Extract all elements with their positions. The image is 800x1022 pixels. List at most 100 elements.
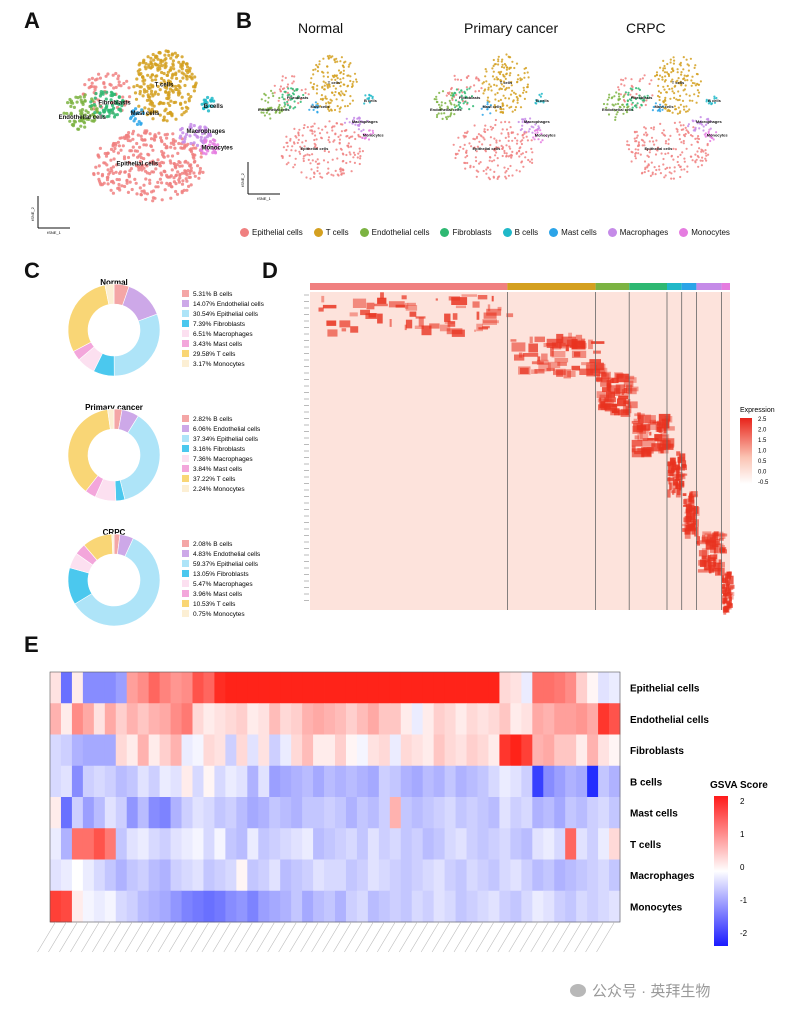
tsne-point [355, 121, 358, 124]
gsva-cell [148, 859, 161, 892]
gsva-cell [565, 859, 577, 892]
tsne-point [370, 94, 373, 97]
tsne-point [110, 169, 114, 173]
tsne-point [158, 88, 162, 92]
tsne-point [126, 133, 130, 138]
donut-legend-swatch [182, 310, 189, 317]
tsne-point [281, 156, 284, 159]
tsne-point [151, 148, 155, 152]
tsne-point [440, 101, 443, 104]
tsne-point [460, 78, 463, 82]
gsva-cell [159, 672, 171, 704]
heatmap-cell [689, 517, 692, 523]
tsne-point [461, 98, 464, 101]
gsva-cell [269, 734, 281, 767]
tsne-point [507, 133, 510, 136]
donut-legend-label: 10.53% T cells [193, 601, 236, 608]
tsne-point [623, 105, 626, 108]
gsva-cell [554, 765, 566, 798]
heatmap-cell [452, 313, 458, 320]
tsne-point [712, 138, 715, 141]
tsne-point [169, 174, 173, 178]
heatmap-cell [721, 561, 725, 568]
gsva-cell [455, 828, 467, 860]
tsne-title-normal: Normal [298, 20, 344, 36]
tsne-point [162, 71, 166, 76]
gsva-cell [565, 734, 577, 767]
tsne-point [673, 105, 676, 108]
tsne-point [259, 108, 262, 111]
tsne-point [466, 130, 469, 133]
tsne-point [347, 65, 350, 68]
gsva-cell [378, 828, 391, 860]
tsne-point [300, 147, 303, 150]
tsne-point [678, 138, 681, 141]
tsne-point [111, 165, 115, 169]
tsne-point [658, 98, 661, 102]
tsne-point [146, 95, 151, 99]
heatmap-cell [497, 306, 502, 311]
tsne-point [489, 112, 492, 115]
donut-legend-label: 0.75% Monocytes [193, 611, 245, 618]
heatmap-cell [588, 339, 593, 350]
gsva-cell [291, 765, 303, 798]
gsva-cell [181, 765, 193, 798]
tsne-point [195, 143, 200, 147]
tsne-point [111, 73, 115, 77]
tsne-point [704, 152, 707, 155]
tsne-point [135, 141, 139, 146]
gsva-cell [576, 703, 588, 735]
tsne-point [338, 110, 341, 113]
heatmap-group-bar [310, 283, 508, 290]
tsne-point [700, 148, 703, 151]
heatmap-cell [688, 526, 692, 532]
tsne-point [698, 147, 701, 150]
tsne-point [315, 88, 319, 91]
tsne-point [154, 185, 158, 189]
tsne-point [636, 102, 639, 105]
tsne-point [635, 140, 638, 143]
tsne-point [160, 64, 164, 68]
tsne-point [469, 85, 472, 88]
tsne-point [530, 158, 533, 161]
heatmap-cell [511, 342, 526, 352]
panel-letter-e: E [24, 632, 39, 657]
tsne-point [353, 116, 356, 119]
tsne-point [116, 77, 120, 81]
tsne-point [340, 173, 343, 176]
gsva-cell [203, 828, 215, 860]
gsva-cell [587, 703, 599, 735]
heatmap-cell [478, 327, 488, 330]
tsne-point [672, 147, 675, 150]
tsne-point [302, 126, 305, 130]
tsne-point [489, 168, 492, 171]
heatmap-cell [658, 413, 671, 422]
tsne-point [644, 131, 647, 134]
heatmap-cell [718, 559, 722, 565]
tsne-point [453, 113, 456, 116]
tsne-point [678, 133, 681, 136]
gsva-cell [104, 734, 117, 767]
tsne-point [212, 99, 216, 103]
tsne-point [474, 156, 477, 159]
gsva-cell [170, 797, 182, 829]
tsne-point [658, 165, 661, 168]
tsne-point [499, 87, 502, 90]
tsne-point [495, 84, 498, 87]
tsne-point [702, 129, 705, 132]
gsva-cell [521, 672, 533, 704]
tsne-point [141, 111, 145, 115]
tsne-point [650, 79, 653, 82]
heatmap-cell [407, 302, 416, 306]
tsne-point [147, 107, 151, 111]
heatmap-cell [404, 324, 407, 331]
tsne-point [507, 97, 511, 100]
tsne-point [667, 72, 670, 76]
gsva-cell [335, 890, 347, 923]
gsva-cell [137, 765, 150, 798]
gsva-row-monocytes [50, 890, 621, 923]
gsva-cell [411, 828, 424, 860]
gsva-cell [115, 734, 128, 767]
tsne-point [715, 131, 718, 134]
tsne-point [626, 103, 629, 106]
